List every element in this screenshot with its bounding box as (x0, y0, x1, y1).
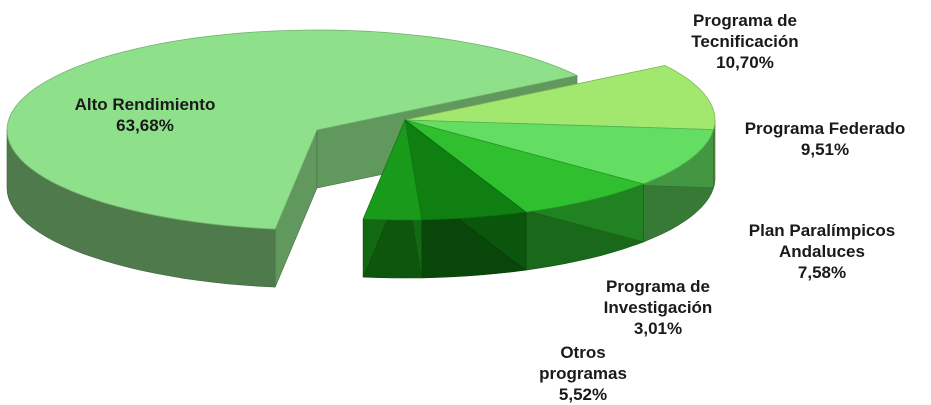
label-paralimpicos: Plan Paralímpicos Andaluces 7,58% (722, 220, 922, 283)
label-tecnificacion-line1: Programa de (693, 11, 797, 30)
label-federado-name: Programa Federado (744, 119, 906, 138)
slice-programa-de-tecnificaci-n (404, 65, 716, 131)
label-alto-rendimiento: Alto Rendimiento 63,68% (40, 94, 250, 136)
label-investigacion-value: 3,01% (633, 319, 683, 338)
label-federado-value: 9,51% (800, 140, 850, 159)
label-otros-line1: Otros (560, 343, 606, 362)
slice-plan-paral-mpicos-andaluces (404, 119, 645, 213)
label-otros: Otros programas 5,52% (528, 342, 638, 405)
label-paralimpicos-value: 7,58% (797, 263, 847, 282)
label-paralimpicos-line2: Andaluces (779, 242, 865, 261)
label-federado: Programa Federado 9,51% (720, 118, 930, 160)
label-otros-line2: programas (539, 364, 627, 383)
label-otros-value: 5,52% (558, 385, 608, 404)
label-investigacion: Programa de Investigación 3,01% (578, 276, 738, 339)
label-investigacion-line1: Programa de (606, 277, 710, 296)
slice-programa-federado (404, 119, 715, 185)
label-tecnificacion-line2: Tecnificación (691, 32, 799, 51)
slice-otros-programas (404, 119, 527, 221)
slice-alto-rendimiento (6, 29, 579, 230)
label-alto-value: 63,68% (116, 116, 174, 135)
label-tecnificacion: Programa de Tecnificación 10,70% (660, 10, 830, 73)
label-investigacion-line2: Investigación (603, 298, 713, 317)
label-tecnificacion-value: 10,70% (716, 53, 774, 72)
label-alto-name: Alto Rendimiento (74, 95, 216, 114)
slice-programa-de-investigaci-n (362, 118, 423, 221)
label-paralimpicos-line1: Plan Paralímpicos (748, 221, 896, 240)
